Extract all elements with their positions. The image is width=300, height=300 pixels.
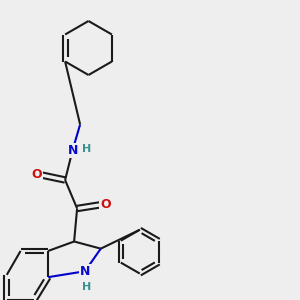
Text: H: H (82, 143, 91, 154)
Text: O: O (31, 167, 42, 181)
Text: N: N (80, 265, 90, 278)
Text: N: N (68, 143, 78, 157)
Text: O: O (100, 197, 111, 211)
Text: H: H (82, 282, 91, 292)
